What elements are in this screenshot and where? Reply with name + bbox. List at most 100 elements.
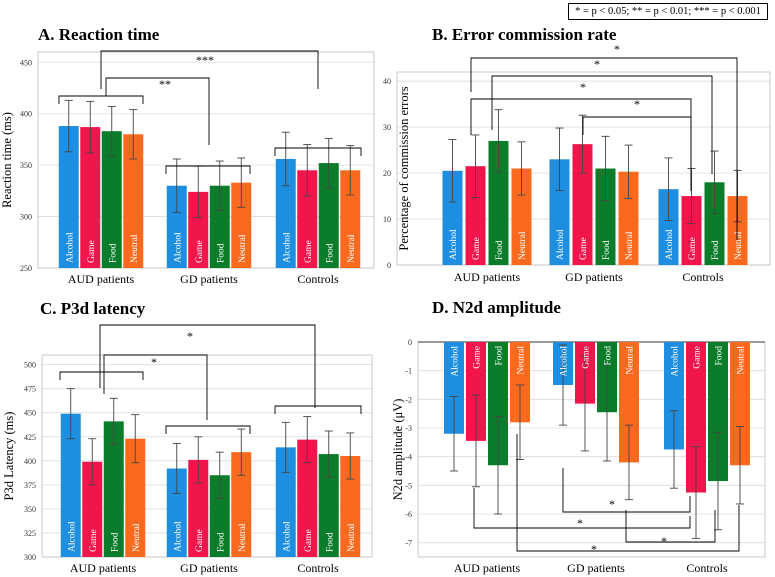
bar-label: Game bbox=[693, 346, 703, 369]
tick-label: 10 bbox=[383, 215, 391, 224]
tick-label: 40 bbox=[383, 77, 391, 86]
bar-food bbox=[708, 342, 728, 482]
bar-label: Alcohol bbox=[282, 521, 292, 552]
bracket-line bbox=[516, 434, 740, 552]
group-label: GD patients bbox=[180, 561, 238, 575]
bar-neutral bbox=[730, 342, 750, 466]
bar-neutral bbox=[727, 196, 748, 265]
group-label: GD patients bbox=[180, 272, 238, 286]
bar-label: Food bbox=[715, 346, 725, 366]
tick-label: 30 bbox=[383, 123, 391, 132]
group-bracket bbox=[165, 425, 251, 434]
tick-label: 500 bbox=[24, 361, 36, 370]
tick-label: 400 bbox=[24, 457, 36, 466]
significance-bracket: * bbox=[625, 510, 716, 548]
bar-label: Alcohol bbox=[282, 232, 292, 263]
bar-game bbox=[188, 191, 209, 268]
bar-game bbox=[466, 342, 486, 441]
bar-alcohol bbox=[166, 468, 187, 557]
significance-label: * bbox=[594, 57, 600, 71]
bar-food bbox=[488, 342, 508, 466]
bar-label: Food bbox=[711, 240, 721, 260]
bar-alcohol bbox=[444, 342, 464, 434]
group-label: AUD patients bbox=[454, 270, 521, 284]
tick-label: 400 bbox=[20, 110, 32, 119]
bar-label: Food bbox=[602, 240, 612, 260]
y-axis-label: Reaction time (ms) bbox=[0, 112, 14, 208]
significance-label: *** bbox=[196, 53, 214, 67]
bar-alcohol bbox=[58, 126, 79, 268]
bar-label: Food bbox=[216, 243, 226, 263]
bar-label: Neutral bbox=[347, 234, 357, 263]
significance-bracket: * bbox=[473, 488, 691, 530]
bar-food bbox=[209, 475, 230, 557]
bar-food bbox=[595, 168, 616, 265]
panel-D: 0 -1 -2 -3 -4 -5 -6 -7 D. N2d amplitude N2d ampli… bbox=[391, 298, 766, 575]
group-bracket bbox=[59, 371, 144, 380]
bracket-line bbox=[491, 75, 713, 174]
bar-label: Neutral bbox=[238, 234, 248, 263]
significance-legend: * = p < 0.05; ** = p < 0.01; *** = p < 0… bbox=[568, 3, 768, 20]
tick-label: -1 bbox=[405, 367, 412, 376]
bar-label: Neutral bbox=[130, 234, 140, 263]
bar-neutral bbox=[125, 438, 146, 557]
bar-label: Food bbox=[325, 243, 335, 263]
bar-label: Food bbox=[495, 346, 505, 366]
significance-bracket: * bbox=[516, 434, 740, 556]
bar-label: Alcohol bbox=[173, 521, 183, 552]
bar-label: Alcohol bbox=[665, 229, 675, 260]
significance-bracket: * bbox=[562, 468, 691, 513]
bar-neutral bbox=[123, 134, 144, 268]
significance-label: * bbox=[634, 97, 640, 111]
bracket-line bbox=[562, 468, 691, 513]
group-bracket bbox=[58, 95, 144, 104]
bar-label: Food bbox=[495, 240, 505, 260]
bar-game bbox=[297, 439, 318, 557]
significance-label: ** bbox=[159, 77, 171, 91]
bar-game bbox=[82, 461, 103, 557]
bar-neutral bbox=[619, 342, 639, 463]
significance-label: * bbox=[580, 80, 586, 94]
bar-label: Game bbox=[89, 529, 99, 552]
bar-neutral bbox=[231, 452, 252, 557]
tick-label: 350 bbox=[20, 161, 32, 170]
significance-bracket: * bbox=[103, 354, 208, 420]
panel-B: 0 10 20 30 40 B. Error commission rate Percent… bbox=[383, 25, 771, 284]
y-axis-label: N2d amplitude (μV) bbox=[391, 399, 405, 501]
bar-label: Neutral bbox=[518, 231, 528, 260]
significance-label: * bbox=[591, 542, 597, 556]
tick-label: -4 bbox=[405, 453, 412, 462]
panel-title: C. P3d latency bbox=[40, 299, 146, 318]
bar-neutral bbox=[618, 171, 639, 265]
bar-neutral bbox=[231, 182, 252, 268]
bar-label: Food bbox=[110, 532, 120, 552]
bar-game bbox=[297, 170, 318, 268]
bar-neutral bbox=[340, 170, 361, 268]
bar-label: Alcohol bbox=[173, 232, 183, 263]
bar-label: Game bbox=[87, 240, 97, 263]
bar-alcohol bbox=[275, 158, 296, 268]
bar-neutral bbox=[340, 456, 361, 557]
group-label: Controls bbox=[297, 272, 339, 286]
bar-alcohol bbox=[166, 185, 187, 268]
bar-game bbox=[188, 459, 209, 557]
bar-label: Neutral bbox=[626, 346, 636, 375]
bar-food bbox=[209, 185, 230, 268]
significance-bracket: * bbox=[491, 57, 713, 174]
bar-food bbox=[488, 140, 509, 265]
bar-alcohol bbox=[60, 413, 81, 557]
bar-food bbox=[103, 421, 124, 557]
bar-label: Alcohol bbox=[67, 521, 77, 552]
bar-food bbox=[318, 163, 339, 268]
significance-bracket: * bbox=[470, 42, 738, 240]
significance-label: * bbox=[609, 497, 615, 511]
bar-label: Neutral bbox=[132, 523, 142, 552]
bar-game bbox=[681, 196, 702, 265]
bar-food bbox=[318, 454, 339, 557]
bar-label: Neutral bbox=[737, 346, 747, 375]
tick-label: 300 bbox=[20, 213, 32, 222]
tick-label: 450 bbox=[24, 409, 36, 418]
tick-label: 325 bbox=[24, 529, 36, 538]
tick-label: -2 bbox=[405, 395, 412, 404]
